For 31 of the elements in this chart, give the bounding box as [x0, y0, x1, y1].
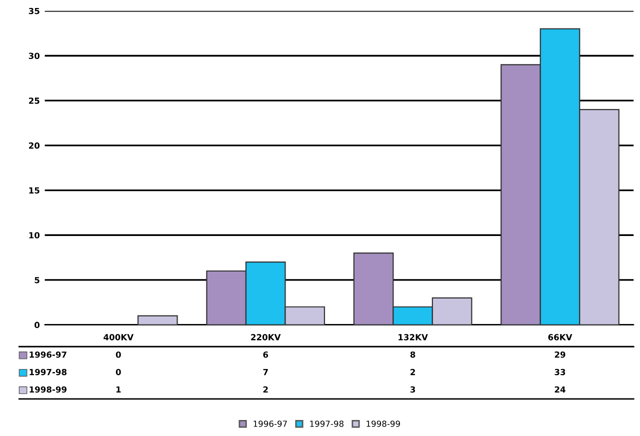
- data-label: 29: [554, 351, 566, 358]
- y-tick-label: 15: [29, 187, 40, 194]
- text: 1996-97: [30, 351, 66, 358]
- y-tick-label: 5: [34, 277, 40, 284]
- data-label: 2: [410, 368, 415, 376]
- y-tick-label: 0: [34, 322, 40, 328]
- data-label: 0: [116, 351, 121, 358]
- data-label: 1: [116, 386, 121, 393]
- y-tick-label: 10: [29, 232, 40, 238]
- data-label: 6: [263, 351, 268, 358]
- text: 1997-98: [30, 368, 67, 376]
- x-tick-label: 66KV: [548, 334, 572, 340]
- data-label: 24: [554, 386, 566, 393]
- data-label: 7: [263, 369, 268, 376]
- y-tick-label: 35: [28, 8, 40, 14]
- legend-label: 1998-99: [30, 386, 67, 393]
- text: 1998-99: [366, 420, 400, 427]
- y-tick-label: 30: [28, 52, 40, 60]
- y-tick-label: 25: [29, 98, 40, 104]
- data-label: 0: [116, 368, 121, 376]
- data-label: 3: [410, 386, 416, 393]
- x-tick-label: 132KV: [398, 334, 428, 340]
- data-label: 8: [410, 351, 416, 358]
- y-tick-label: 20: [29, 142, 40, 149]
- data-label: 33: [554, 368, 566, 376]
- bar: [137, 315, 178, 325]
- data-label: 2: [263, 386, 268, 393]
- legend-label: 1997-98: [310, 420, 344, 427]
- legend-label: 1996-97: [254, 420, 287, 427]
- x-tick-label: 220KV: [251, 334, 281, 340]
- x-tick-label: 400KV: [104, 334, 134, 340]
